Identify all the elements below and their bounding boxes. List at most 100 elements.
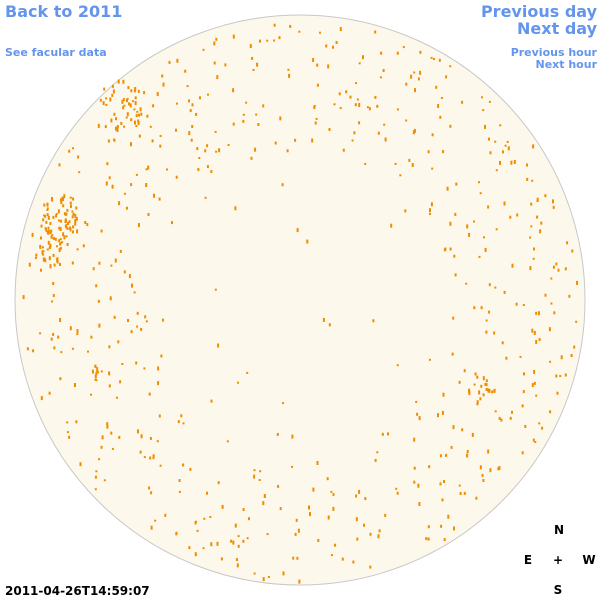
- facula: [485, 379, 488, 383]
- facula: [338, 92, 341, 96]
- facula: [526, 163, 528, 167]
- facula: [430, 202, 433, 207]
- facula: [130, 142, 132, 147]
- facula: [107, 139, 110, 143]
- facula: [384, 513, 387, 517]
- facula: [175, 175, 178, 179]
- facula: [396, 491, 399, 495]
- facula: [552, 199, 554, 204]
- facula: [134, 87, 137, 91]
- next-day-link[interactable]: Next day: [517, 19, 598, 38]
- facula: [40, 236, 42, 240]
- facula: [190, 138, 193, 142]
- facula: [556, 391, 559, 395]
- facula: [491, 390, 494, 394]
- facula: [72, 147, 74, 150]
- facula: [537, 311, 540, 316]
- facula: [87, 350, 89, 353]
- facula: [74, 213, 77, 218]
- facula: [253, 474, 256, 479]
- facula: [242, 539, 245, 543]
- facular-data-link[interactable]: See facular data: [5, 46, 107, 59]
- back-year-link[interactable]: Back to 2011: [5, 2, 122, 21]
- facula: [396, 108, 399, 111]
- facula: [43, 203, 46, 207]
- next-hour-link[interactable]: Next hour: [536, 58, 598, 71]
- facula: [438, 58, 441, 62]
- facula: [113, 315, 116, 319]
- facula: [90, 335, 93, 339]
- facula: [86, 223, 89, 227]
- facula: [487, 388, 490, 393]
- facula: [316, 461, 319, 465]
- facula: [59, 238, 62, 241]
- previous-hour-link[interactable]: Previous hour: [511, 46, 598, 59]
- facula: [126, 99, 128, 103]
- facula: [145, 183, 148, 187]
- facula: [560, 355, 563, 360]
- facula: [119, 380, 122, 384]
- facula: [478, 390, 481, 395]
- facula: [482, 376, 485, 381]
- facula: [202, 547, 205, 550]
- facula: [566, 241, 569, 245]
- facula: [481, 96, 483, 99]
- facula: [94, 364, 97, 368]
- facula: [463, 491, 466, 495]
- facula: [186, 85, 189, 88]
- facula: [364, 497, 367, 501]
- facula: [52, 332, 55, 336]
- facula: [333, 103, 336, 106]
- facula: [507, 146, 510, 151]
- facula: [58, 239, 61, 243]
- facula: [168, 60, 171, 64]
- facula: [254, 147, 257, 152]
- facula: [555, 262, 558, 266]
- facula: [466, 453, 469, 458]
- facula: [493, 331, 496, 335]
- facula: [484, 247, 487, 252]
- facula: [72, 230, 74, 234]
- facula: [266, 533, 269, 536]
- facula: [326, 477, 329, 481]
- facula: [384, 137, 387, 142]
- facula: [576, 280, 578, 285]
- facula: [291, 434, 294, 439]
- facula: [75, 218, 78, 220]
- facula: [342, 148, 345, 152]
- facula: [149, 456, 152, 460]
- facula: [52, 253, 55, 257]
- facula: [522, 390, 525, 394]
- facula: [49, 230, 52, 235]
- facula: [552, 265, 555, 269]
- facula: [66, 227, 69, 230]
- previous-day-link[interactable]: Previous day: [481, 2, 598, 21]
- facula: [487, 205, 490, 209]
- facula: [339, 107, 342, 110]
- facula: [100, 229, 103, 233]
- facula: [378, 529, 381, 533]
- facula: [68, 149, 71, 153]
- facula: [72, 212, 75, 216]
- facula: [188, 546, 191, 550]
- facula: [468, 232, 471, 237]
- facula: [548, 327, 551, 332]
- facula: [45, 220, 48, 224]
- facula: [48, 391, 51, 395]
- facula: [530, 225, 533, 228]
- facula: [279, 507, 282, 511]
- facula: [113, 112, 116, 116]
- facula: [145, 320, 148, 323]
- facula: [56, 245, 58, 248]
- facula: [77, 155, 80, 159]
- facula: [364, 162, 367, 165]
- facula: [214, 130, 217, 133]
- facula: [536, 199, 539, 202]
- facula: [153, 193, 155, 198]
- facula: [380, 51, 383, 55]
- facula: [458, 484, 461, 487]
- facula: [532, 257, 535, 260]
- facula: [309, 512, 311, 517]
- facula: [237, 544, 240, 548]
